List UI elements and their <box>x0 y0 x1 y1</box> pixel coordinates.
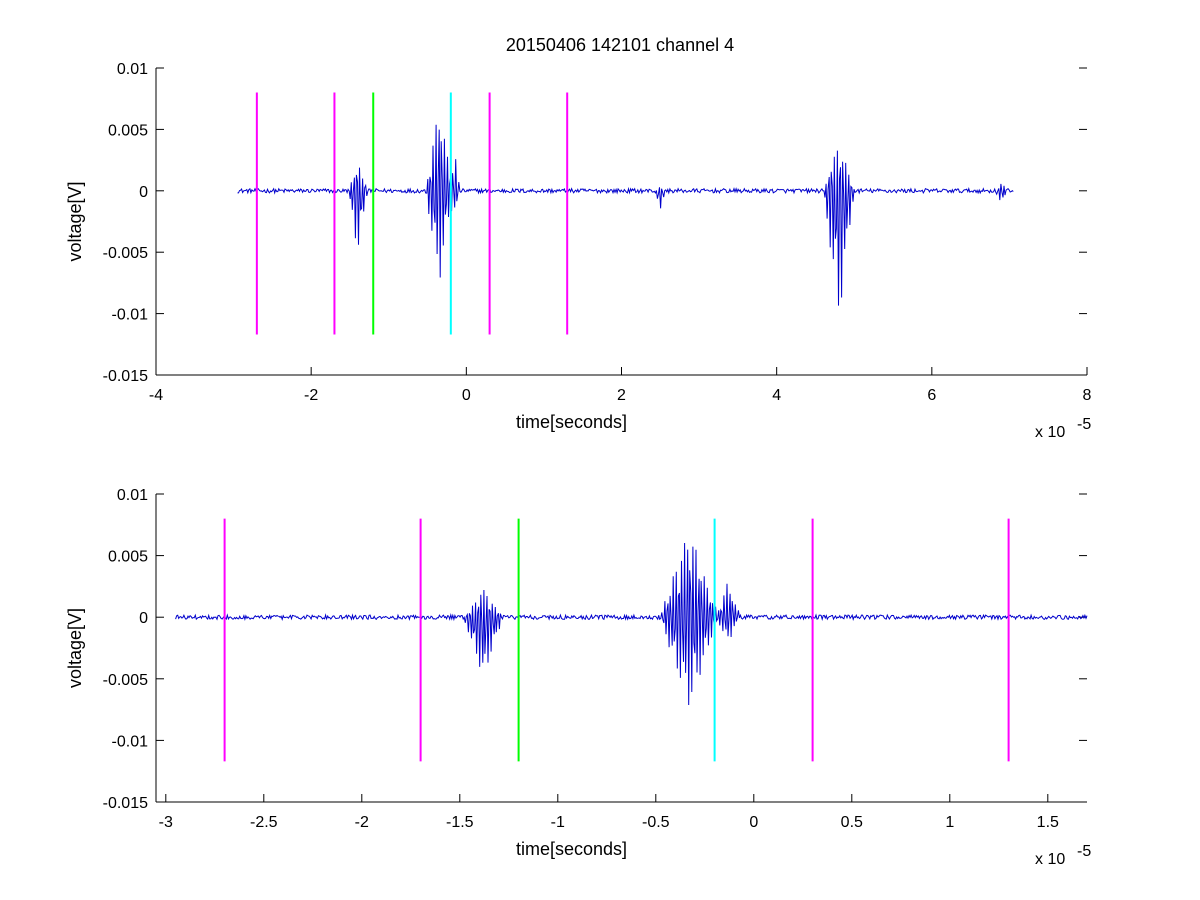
signal-series <box>175 542 1088 706</box>
y-tick-label: -0.015 <box>103 368 148 385</box>
x-tick-label: -2 <box>304 387 318 404</box>
x-tick-label: 0 <box>462 387 471 404</box>
x-tick-label: 2 <box>617 387 626 404</box>
x-axis-label: time[seconds] <box>516 839 627 859</box>
y-axis-label: voltage[V] <box>65 181 85 261</box>
x-tick-label: -2.5 <box>250 814 278 831</box>
x-axis-label: time[seconds] <box>516 412 627 432</box>
x-multiplier-exponent: -5 <box>1077 843 1091 860</box>
top-plot: -0.015 -0.01 -0.005 0 0.005 0.01 -4 -2 0 2 4 6 8 time… <box>65 61 1092 441</box>
x-tick-label: 1.5 <box>1037 814 1059 831</box>
x-tick-label: 0 <box>749 814 758 831</box>
y-tick-label: 0.005 <box>108 122 148 139</box>
y-tick-label: 0.01 <box>117 61 148 78</box>
y-tick-label: -0.015 <box>103 795 148 812</box>
y-tick-label: 0 <box>139 610 148 627</box>
x-tick-label: -4 <box>149 387 163 404</box>
bottom-plot: -0.015 -0.01 -0.005 0 0.005 0.01 -3 -2.5 -2 -1.5 -… <box>65 487 1091 868</box>
x-tick-label: 8 <box>1083 387 1092 404</box>
x-tick-label: 0.5 <box>841 814 863 831</box>
x-tick-label: 6 <box>927 387 936 404</box>
y-axis-label: voltage[V] <box>65 608 85 688</box>
y-tick-label: 0 <box>139 184 148 201</box>
chart-title: 20150406 142101 channel 4 <box>506 35 734 55</box>
x-tick-label: -3 <box>159 814 173 831</box>
y-tick-label: 0.005 <box>108 549 148 566</box>
x-multiplier-label: x 10 <box>1035 851 1065 868</box>
x-tick-label: -0.5 <box>642 814 670 831</box>
y-tick-label: 0.01 <box>117 487 148 504</box>
y-tick-label: -0.01 <box>112 733 149 750</box>
x-multiplier-label: x 10 <box>1035 424 1065 441</box>
x-tick-label: -2 <box>355 814 369 831</box>
x-multiplier-exponent: -5 <box>1077 416 1091 433</box>
signal-series <box>237 124 1014 306</box>
y-tick-label: -0.01 <box>112 307 149 324</box>
x-tick-label: -1.5 <box>446 814 474 831</box>
y-tick-label: -0.005 <box>103 245 148 262</box>
x-tick-label: -1 <box>551 814 565 831</box>
x-tick-label: 4 <box>772 387 781 404</box>
x-tick-label: 1 <box>945 814 954 831</box>
y-tick-label: -0.005 <box>103 672 148 689</box>
